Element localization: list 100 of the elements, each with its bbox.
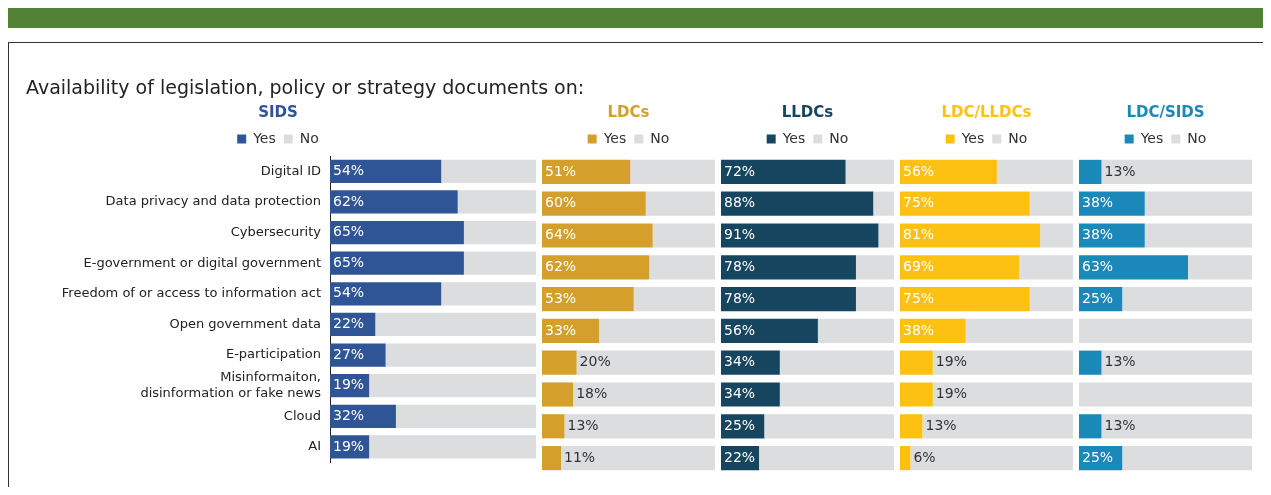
data-label: 6% xyxy=(913,448,936,465)
bar xyxy=(649,255,715,280)
bar xyxy=(900,350,933,375)
data-label: 25% xyxy=(1082,448,1114,465)
bar xyxy=(330,159,442,183)
bar xyxy=(542,287,634,312)
bar xyxy=(542,350,577,375)
bar xyxy=(845,159,894,184)
bar xyxy=(764,414,894,439)
bar xyxy=(576,350,715,375)
bar xyxy=(330,190,458,214)
bar xyxy=(1079,255,1188,280)
bar xyxy=(1122,446,1252,471)
bar xyxy=(1079,414,1102,439)
bar xyxy=(900,159,997,184)
data-label: 64% xyxy=(545,226,577,243)
bar xyxy=(721,191,874,216)
data-label: 19% xyxy=(935,385,967,402)
y-tick-label: Digital ID xyxy=(260,162,321,178)
bar xyxy=(564,414,715,439)
bar xyxy=(369,374,536,398)
data-label: 56% xyxy=(724,321,756,338)
data-label: 11% xyxy=(564,448,596,465)
bar xyxy=(369,435,536,459)
legend-label: No xyxy=(299,129,319,146)
bar xyxy=(542,382,574,407)
data-label: 69% xyxy=(903,257,935,274)
bar xyxy=(965,318,1073,343)
chart-title: LDCs xyxy=(607,102,650,121)
chart-title: SIDS xyxy=(258,102,298,121)
bar xyxy=(817,318,894,343)
bar xyxy=(630,159,715,184)
y-tick-label: Cybersecurity xyxy=(230,223,322,239)
legend-label: Yes xyxy=(252,129,276,146)
bar xyxy=(395,404,536,428)
data-label: 25% xyxy=(724,416,756,433)
legend-label: Yes xyxy=(781,129,806,146)
data-label: 13% xyxy=(925,416,957,433)
data-label: 13% xyxy=(1104,353,1136,370)
bar xyxy=(1019,255,1073,280)
data-label: 54% xyxy=(333,161,365,178)
bar xyxy=(633,287,715,312)
bar xyxy=(1040,223,1073,248)
data-label: 53% xyxy=(545,289,577,306)
bar xyxy=(900,414,923,439)
bar xyxy=(645,191,715,216)
data-label: 78% xyxy=(724,257,756,274)
y-tick-label: E-government or digital government xyxy=(83,254,321,270)
bar xyxy=(1079,159,1102,184)
bar xyxy=(1029,191,1073,216)
bar xyxy=(1079,223,1145,248)
bar xyxy=(652,223,715,248)
bar xyxy=(878,223,894,248)
bar xyxy=(1101,350,1252,375)
data-label: 54% xyxy=(333,284,365,301)
data-label: 22% xyxy=(724,448,756,465)
data-label: 62% xyxy=(545,257,577,274)
data-label: 65% xyxy=(333,253,365,270)
data-label: 13% xyxy=(1104,162,1136,179)
legend-label: Yes xyxy=(602,129,627,146)
data-label: 34% xyxy=(724,385,756,402)
data-label: 78% xyxy=(724,289,756,306)
legend-label: No xyxy=(1187,129,1207,146)
legend-label: Yes xyxy=(1139,129,1164,146)
legend-label: No xyxy=(1008,129,1028,146)
bar xyxy=(900,255,1020,280)
bar xyxy=(330,251,464,275)
bar xyxy=(900,446,911,471)
legend-label: No xyxy=(829,129,849,146)
data-label: 33% xyxy=(545,321,577,338)
bar xyxy=(1079,318,1252,343)
data-label: 20% xyxy=(579,353,611,370)
bar xyxy=(542,446,562,471)
bar xyxy=(721,255,856,280)
legend-label: No xyxy=(650,129,670,146)
data-label: 56% xyxy=(903,162,935,179)
bar xyxy=(542,223,653,248)
y-tick-label: Freedom of or access to information act xyxy=(61,285,321,301)
bar xyxy=(721,159,846,184)
y-tick-label: Cloud xyxy=(283,407,321,423)
bar xyxy=(721,318,818,343)
y-tick-label: Open government data xyxy=(169,315,321,331)
bar xyxy=(441,159,536,183)
bar xyxy=(330,282,442,306)
bar xyxy=(1101,159,1252,184)
bar xyxy=(1079,382,1252,407)
bar xyxy=(900,191,1030,216)
bar xyxy=(441,282,536,306)
bar xyxy=(542,255,650,280)
data-label: 34% xyxy=(724,353,756,370)
data-label: 72% xyxy=(724,162,756,179)
y-tick-label: Data privacy and data protection xyxy=(105,193,321,209)
bar xyxy=(542,159,631,184)
data-label: 19% xyxy=(333,376,365,393)
bar xyxy=(1029,287,1073,312)
bar xyxy=(463,220,536,245)
data-label: 25% xyxy=(1082,289,1114,306)
data-label: 18% xyxy=(576,385,608,402)
bar xyxy=(1187,255,1252,280)
data-label: 51% xyxy=(545,162,577,179)
